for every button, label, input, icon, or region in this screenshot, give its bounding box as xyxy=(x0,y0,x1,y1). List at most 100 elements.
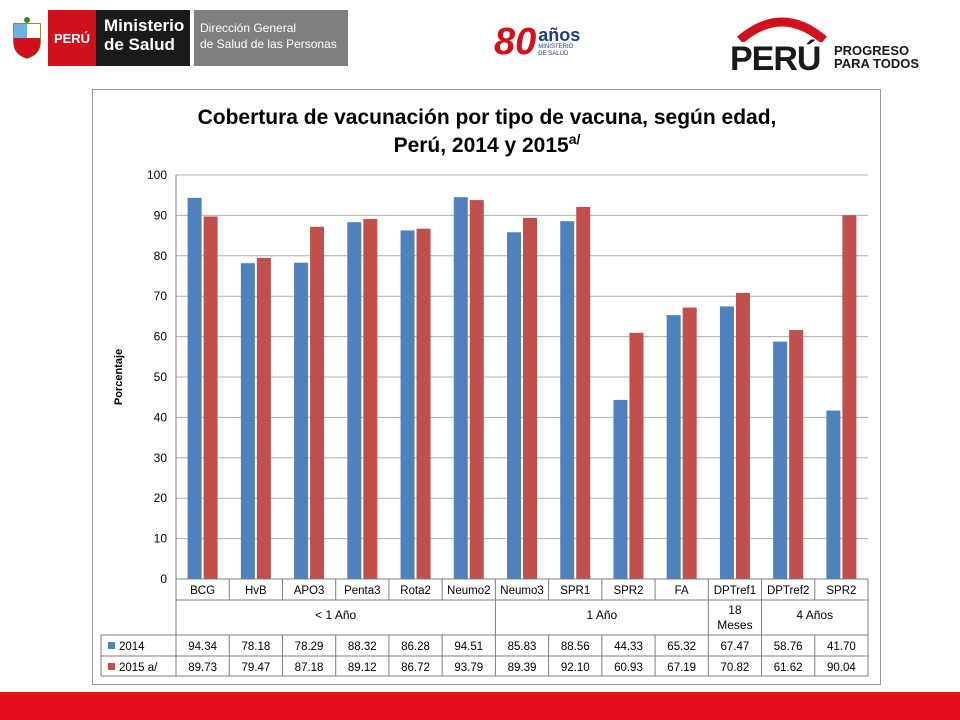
bar-2015-3 xyxy=(363,218,378,579)
bar-2014-3 xyxy=(347,222,362,579)
chart-title-line1: Cobertura de vacunación por tipo de vacu… xyxy=(198,106,777,129)
aniversario-number: 80 xyxy=(494,20,537,63)
x-tick-label-8: SPR2 xyxy=(613,585,643,597)
peru-arc-icon xyxy=(737,17,827,42)
data-value-0-3: 88.32 xyxy=(348,641,377,653)
peru-tag-line2: PARA TODOS xyxy=(834,56,919,71)
bar-2015-4 xyxy=(416,228,431,580)
x-tick-label-5: Neumo2 xyxy=(447,585,490,597)
y-tick-label: 60 xyxy=(154,330,168,344)
coat-of-arms-icon xyxy=(6,10,48,66)
aniversario-sub2: DE SALUD xyxy=(538,51,569,57)
y-tick-label: 90 xyxy=(154,208,168,222)
data-value-0-2: 78.29 xyxy=(295,641,324,653)
data-value-1-11: 61.62 xyxy=(774,662,803,674)
data-value-0-9: 65.32 xyxy=(667,641,696,653)
peru-word: PERÚ xyxy=(730,40,821,78)
data-value-0-7: 88.56 xyxy=(561,641,590,653)
bar-2014-0 xyxy=(187,197,202,579)
x-tick-label-4: Rota2 xyxy=(400,585,431,597)
minsa-logo: PERÚ Ministerio de Salud Dirección Gener… xyxy=(6,10,352,66)
legend-swatch-1 xyxy=(108,663,115,670)
bar-2014-4 xyxy=(400,230,415,579)
peru-tagline: PROGRESO PARA TODOS xyxy=(834,44,919,70)
x-tick-label-3: Penta3 xyxy=(344,585,380,597)
bar-2014-9 xyxy=(666,315,681,579)
data-value-0-4: 86.28 xyxy=(401,641,430,653)
chart-title-line2-text: Perú, 2014 y 2015 xyxy=(394,134,569,157)
bar-2015-9 xyxy=(682,307,697,579)
bar-2014-11 xyxy=(773,341,788,579)
aniversario-anos: años xyxy=(538,25,581,45)
bar-2015-5 xyxy=(469,200,484,579)
bar-2015-7 xyxy=(576,206,591,579)
legend-swatch-0 xyxy=(108,642,115,649)
bar-2014-5 xyxy=(453,197,468,579)
bar-2015-8 xyxy=(629,332,644,579)
x-tick-label-10: DPTref1 xyxy=(714,585,756,597)
peru-label: PERÚ xyxy=(48,10,96,66)
data-value-0-6: 85.83 xyxy=(508,641,537,653)
direccion-line2: de Salud de las Personas xyxy=(200,37,337,51)
data-value-0-1: 78.18 xyxy=(241,641,270,653)
data-value-0-10: 67.47 xyxy=(721,641,750,653)
bar-2014-10 xyxy=(719,306,734,579)
data-value-1-1: 79.47 xyxy=(241,662,270,674)
legend-label-0: 2014 xyxy=(119,641,145,653)
chart-frame: Cobertura de vacunación por tipo de vacu… xyxy=(92,89,881,685)
bar-2015-6 xyxy=(523,217,537,579)
group-label-2-b: Meses xyxy=(717,618,752,632)
data-value-0-11: 58.76 xyxy=(774,641,803,653)
x-tick-label-2: APO3 xyxy=(294,585,325,597)
ministerio-label: Ministerio de Salud xyxy=(96,10,190,66)
group-label-1: 1 Año xyxy=(586,608,617,622)
bar-2014-7 xyxy=(560,221,575,580)
data-value-0-8: 44.33 xyxy=(614,641,643,653)
chart-title-line2: Perú, 2014 y 2015a/ xyxy=(394,131,581,157)
data-value-1-8: 60.93 xyxy=(614,662,643,674)
y-tick-label: 70 xyxy=(154,289,168,303)
bar-2014-8 xyxy=(613,399,628,579)
x-tick-label-0: BCG xyxy=(190,585,215,597)
x-tick-label-1: HvB xyxy=(245,585,267,597)
legend-label-1: 2015 a/ xyxy=(119,662,158,674)
data-value-1-9: 67.19 xyxy=(667,662,696,674)
group-label-2-a: 18 xyxy=(728,603,742,617)
peru-progreso-logo: PERÚ PROGRESO PARA TODOS xyxy=(730,12,940,78)
data-value-1-3: 89.12 xyxy=(348,662,377,674)
x-tick-label-11: DPTref2 xyxy=(767,585,809,597)
bar-2015-0 xyxy=(203,216,218,580)
data-value-0-0: 94.34 xyxy=(188,641,217,653)
y-axis-label: Porcentaje xyxy=(113,349,125,405)
group-label-3: 4 Años xyxy=(796,608,833,622)
bar-2014-2 xyxy=(294,262,309,579)
peru-tag-line1: PROGRESO xyxy=(834,43,910,58)
bar-2015-10 xyxy=(735,292,750,579)
data-value-1-2: 87.18 xyxy=(295,662,324,674)
direccion-line1: Dirección General xyxy=(200,21,297,35)
aniversario-sub1: MINISTERIO xyxy=(538,44,574,50)
group-label-0: < 1 Año xyxy=(315,608,356,622)
chart-title-superscript: a/ xyxy=(569,131,581,147)
x-tick-label-9: FA xyxy=(675,585,689,597)
x-tick-label-6: Neumo3 xyxy=(500,585,543,597)
data-value-1-10: 70.82 xyxy=(721,662,750,674)
bar-2015-1 xyxy=(256,257,271,579)
footer-red-bar xyxy=(0,692,960,720)
data-value-1-4: 86.72 xyxy=(401,662,430,674)
data-value-1-5: 93.79 xyxy=(454,662,483,674)
aniversario-logo: 80 años MINISTERIO DE SALUD xyxy=(494,12,616,72)
y-tick-label: 40 xyxy=(154,410,168,424)
bar-2015-2 xyxy=(310,226,325,580)
bar-2015-11 xyxy=(789,330,804,579)
bar-2014-6 xyxy=(507,232,521,579)
bar-2015-12 xyxy=(842,215,857,579)
y-tick-label: 0 xyxy=(160,572,167,586)
data-value-1-12: 90.04 xyxy=(827,662,856,674)
data-value-1-6: 89.39 xyxy=(508,662,537,674)
y-tick-label: 50 xyxy=(154,370,168,384)
y-tick-label: 20 xyxy=(154,491,168,505)
data-value-1-7: 92.10 xyxy=(561,662,590,674)
y-tick-label: 100 xyxy=(147,168,167,182)
y-tick-label: 10 xyxy=(154,532,168,546)
